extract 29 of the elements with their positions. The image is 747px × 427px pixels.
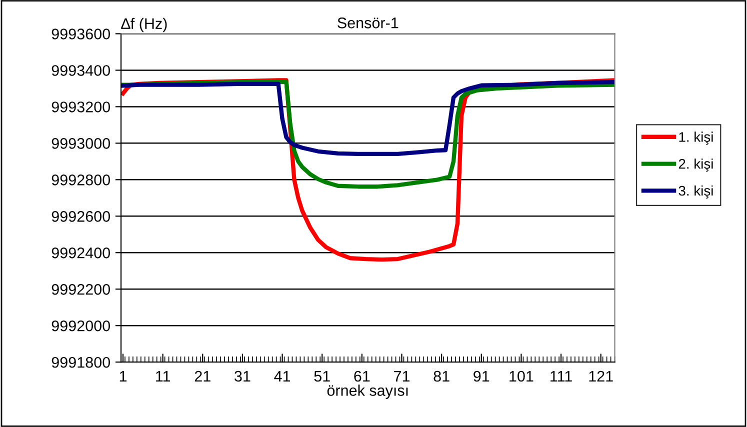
- y-tick-label: 9993400: [52, 65, 110, 76]
- legend-label: 1. kişi: [679, 132, 713, 145]
- x-tick-label: 31: [234, 370, 250, 382]
- x-tick-label: 111: [550, 370, 572, 382]
- x-tick-label: 61: [354, 370, 370, 382]
- x-tick-label: 21: [194, 370, 210, 382]
- x-tick-label: 1: [120, 370, 127, 382]
- legend-label: 3. kişi: [678, 185, 713, 198]
- x-tick-label: 81: [434, 370, 450, 382]
- y-tick-label: 9991800: [52, 356, 110, 368]
- x-tick-label: 101: [510, 370, 534, 382]
- chart-title: Sensör-1: [338, 18, 398, 28]
- legend-label: 2. kişi: [678, 158, 713, 172]
- y-tick-label: 9992800: [52, 174, 110, 186]
- x-tick-label: 91: [474, 370, 490, 382]
- y-tick-label: 9992600: [52, 211, 110, 222]
- x-axis-title: örnek sayısı: [327, 384, 408, 399]
- x-tick-label: 121: [589, 370, 613, 382]
- y-tick-label: 9993200: [52, 102, 110, 112]
- y-tick-label: 9993600: [52, 28, 110, 40]
- x-tick-label: 11: [156, 370, 170, 382]
- y-tick-label: 9992400: [52, 248, 110, 258]
- x-tick-label: 71: [394, 370, 410, 382]
- y-tick-label: 9993000: [52, 138, 110, 149]
- y-tick-label: 9992200: [52, 284, 110, 295]
- x-tick-label: 51: [314, 370, 330, 382]
- y-axis-title: ∆f (Hz): [121, 18, 167, 32]
- x-tick-label: 41: [274, 370, 290, 382]
- y-tick-label: 9992000: [52, 320, 110, 332]
